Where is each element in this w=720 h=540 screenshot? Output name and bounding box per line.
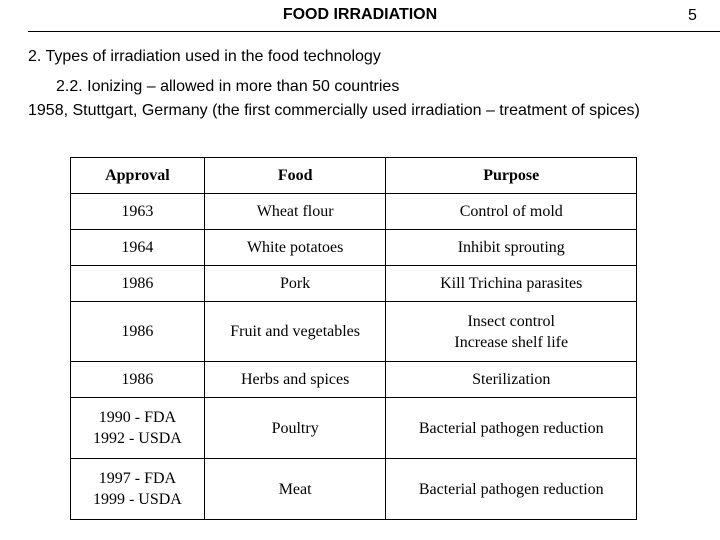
cell-food: Pork <box>203 265 387 302</box>
cell-approval-line: 1963 <box>121 203 154 220</box>
cell-approval-line: 1986 <box>121 371 154 388</box>
cell-approval: 1986 <box>70 361 205 398</box>
cell-approval: 1997 - FDA 1999 - USDA <box>70 458 205 520</box>
header-approval: Approval <box>70 157 205 194</box>
cell-purpose: Bacterial pathogen reduction <box>385 458 637 520</box>
table-row: 1986 Herbs and spices Sterilization <box>70 361 637 398</box>
table-header-row: Approval Food Purpose <box>70 157 637 194</box>
cell-approval-line: 1997 - FDA <box>98 470 177 487</box>
cell-purpose-line: Bacterial pathogen reduction <box>418 419 604 437</box>
table-row: 1986 Pork Kill Trichina parasites <box>70 265 637 302</box>
cell-food-line: Wheat flour <box>256 203 334 220</box>
section-heading: 2. Types of irradiation used in the food… <box>28 48 381 65</box>
cell-food: White potatoes <box>203 229 387 266</box>
cell-purpose: Control of mold <box>385 193 637 230</box>
cell-approval: 1963 <box>70 193 205 230</box>
cell-approval: 1990 - FDA 1992 - USDA <box>70 397 205 459</box>
cell-approval-line: 1964 <box>121 239 154 256</box>
cell-food: Poultry <box>203 397 387 459</box>
cell-purpose: Inhibit sprouting <box>385 229 637 266</box>
irradiation-approval-table: Approval Food Purpose 1963 Wheat flour Con… <box>70 157 637 520</box>
table-row: 1990 - FDA 1992 - USDA Poultry Bacterial pa… <box>70 397 637 459</box>
header-rule <box>28 31 720 32</box>
table-row: 1963 Wheat flour Control of mold <box>70 193 637 230</box>
cell-approval-line: 1992 - USDA <box>92 430 182 447</box>
cell-approval-line: 1986 <box>121 275 154 292</box>
cell-approval-line: 1990 - FDA <box>98 409 177 426</box>
cell-food-line: Herbs and spices <box>240 371 350 388</box>
cell-purpose-line: Inhibit sprouting <box>457 239 565 256</box>
cell-approval: 1986 <box>70 265 205 302</box>
cell-food-line: Pork <box>280 275 311 292</box>
cell-purpose-line: Sterilization <box>472 371 551 388</box>
cell-food: Meat <box>203 458 387 520</box>
cell-approval-line: 1999 - USDA <box>92 491 182 508</box>
cell-purpose: Kill Trichina parasites <box>385 265 637 302</box>
cell-purpose-line: Insect control <box>467 312 555 330</box>
cell-food: Wheat flour <box>203 193 387 230</box>
table-row: 1964 White potatoes Inhibit sprouting <box>70 229 637 266</box>
cell-approval: 1964 <box>70 229 205 266</box>
table-row: 1986 Fruit and vegetables Insect control In… <box>70 301 637 362</box>
cell-approval-line: 1986 <box>121 323 154 340</box>
cell-purpose-line: Bacterial pathogen reduction <box>418 480 604 498</box>
page-title: FOOD IRRADIATION <box>282 6 438 23</box>
subsection-heading: 2.2. Ionizing – allowed in more than 50 … <box>56 78 400 95</box>
table-row: 1997 - FDA 1999 - USDA Meat Bacterial patho… <box>70 458 637 520</box>
cell-food-line: Meat <box>278 480 312 498</box>
header-purpose: Purpose <box>385 157 637 194</box>
cell-food-line: Poultry <box>271 419 319 437</box>
cell-purpose: Sterilization <box>385 361 637 398</box>
cell-food: Fruit and vegetables <box>203 301 387 362</box>
cell-food-line: White potatoes <box>246 239 344 256</box>
cell-purpose-line: Increase shelf life <box>454 333 569 351</box>
cell-approval: 1986 <box>70 301 205 362</box>
history-note: 1958, Stuttgart, Germany (the first comm… <box>28 102 640 119</box>
cell-food-line: Fruit and vegetables <box>230 323 361 340</box>
header-food: Food <box>203 157 387 194</box>
cell-purpose: Insect control Increase shelf life <box>385 301 637 362</box>
cell-purpose: Bacterial pathogen reduction <box>385 397 637 459</box>
table-body: 1963 Wheat flour Control of mold 1964 White … <box>70 193 637 520</box>
page-number: 5 <box>688 7 697 24</box>
cell-purpose-line: Control of mold <box>459 203 563 220</box>
cell-purpose-line: Kill Trichina parasites <box>440 275 583 292</box>
cell-food: Herbs and spices <box>203 361 387 398</box>
